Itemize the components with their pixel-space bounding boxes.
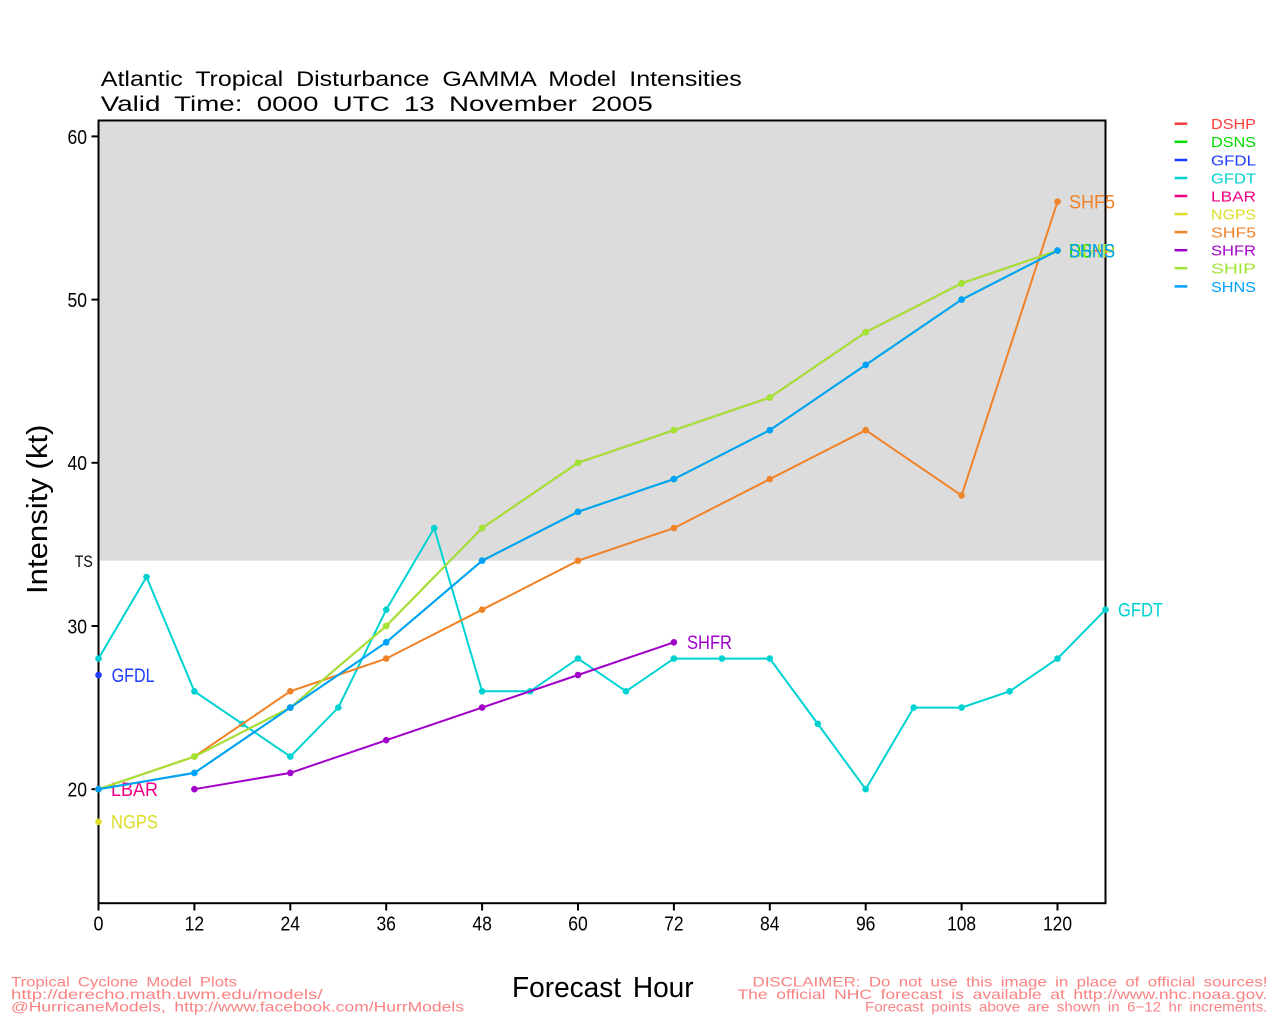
- svg-text:SHF5: SHF5: [1211, 224, 1256, 241]
- svg-text:NGPS: NGPS: [1211, 206, 1256, 223]
- svg-text:http://derecho.math.uwm.edu/mo: http://derecho.math.uwm.edu/models/: [11, 986, 323, 1002]
- svg-text:GFDL: GFDL: [1211, 152, 1256, 169]
- svg-text:60: 60: [68, 126, 88, 149]
- svg-text:DSNS: DSNS: [1211, 134, 1256, 151]
- svg-text:GFDT: GFDT: [1118, 601, 1163, 622]
- svg-text:0: 0: [94, 912, 104, 935]
- svg-text:Forecast points above are show: Forecast points above are shown in 6−12 …: [865, 999, 1268, 1015]
- svg-text:DSNS: DSNS: [1069, 242, 1115, 263]
- svg-text:DSHP: DSHP: [1069, 242, 1115, 263]
- svg-text:48: 48: [472, 912, 492, 935]
- svg-text:GFDT: GFDT: [1211, 170, 1256, 187]
- svg-text:TS: TS: [75, 553, 93, 571]
- svg-text:Valid Time: 0000 UTC 13 Novemb: Valid Time: 0000 UTC 13 November 2005: [101, 93, 653, 116]
- svg-text:The official NHC forecast is a: The official NHC forecast is available a…: [738, 986, 1268, 1002]
- svg-text:120: 120: [1043, 912, 1072, 935]
- svg-text:60: 60: [568, 912, 588, 935]
- svg-text:Forecast Hour: Forecast Hour: [512, 972, 694, 1004]
- svg-text:GFDL: GFDL: [112, 666, 155, 687]
- svg-text:DSHP: DSHP: [1211, 116, 1256, 133]
- svg-text:108: 108: [947, 912, 976, 935]
- svg-text:SHNS: SHNS: [1211, 279, 1256, 296]
- svg-text:40: 40: [68, 452, 88, 475]
- svg-text:Atlantic Tropical Disturbance: Atlantic Tropical Disturbance GAMMA Mode…: [101, 68, 742, 91]
- svg-text:SHIP: SHIP: [1211, 261, 1256, 278]
- svg-text:20: 20: [68, 779, 88, 802]
- svg-text:30: 30: [68, 615, 88, 638]
- svg-text:24: 24: [281, 912, 301, 935]
- svg-text:SHFR: SHFR: [687, 633, 732, 654]
- svg-text:84: 84: [760, 912, 780, 935]
- svg-text:SHIP: SHIP: [1069, 242, 1115, 263]
- svg-text:DISCLAIMER: Do not use this im: DISCLAIMER: Do not use this image in pla…: [753, 974, 1268, 990]
- svg-text:12: 12: [185, 912, 205, 935]
- svg-text:36: 36: [376, 912, 396, 935]
- svg-text:SHFR: SHFR: [1211, 243, 1256, 260]
- svg-text:LBAR: LBAR: [1211, 188, 1256, 205]
- svg-text:72: 72: [664, 912, 684, 935]
- svg-text:Intensity (kt): Intensity (kt): [22, 425, 54, 595]
- svg-text:NGPS: NGPS: [111, 813, 158, 834]
- svg-text:SHF5: SHF5: [1069, 193, 1115, 214]
- svg-text:96: 96: [856, 912, 876, 935]
- svg-text:SHNS: SHNS: [1069, 242, 1115, 263]
- svg-text:50: 50: [68, 289, 88, 312]
- svg-text:Tropical Cyclone Model Plots: Tropical Cyclone Model Plots: [11, 974, 237, 990]
- svg-text:@HurricaneModels, http://www.f: @HurricaneModels, http://www.facebook.co…: [11, 999, 464, 1015]
